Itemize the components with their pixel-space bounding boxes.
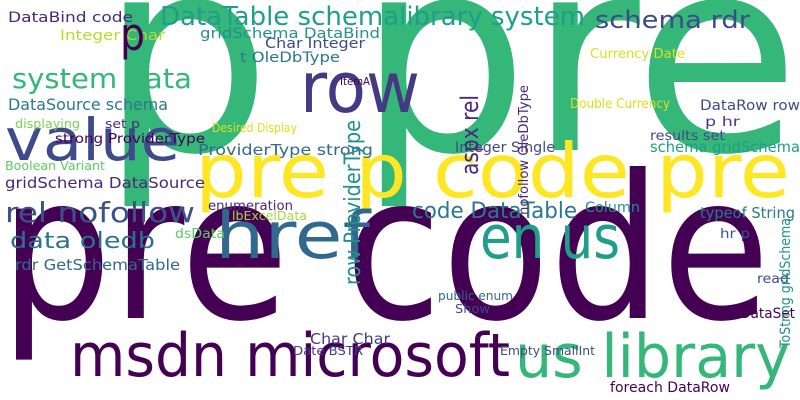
word: results set (650, 129, 725, 144)
word: DataSet (740, 306, 795, 322)
word: gridSchema DataSource (5, 174, 205, 192)
word: schema gridSchema (650, 138, 800, 156)
word: p (120, 8, 145, 61)
word: gridSchema DataBind (200, 26, 380, 42)
word: Double Currency (570, 97, 670, 112)
word: lbExcelData (232, 209, 307, 223)
word: code DataTable (412, 199, 577, 224)
word: read (757, 272, 789, 287)
word: rdr GetSchemaTable (15, 256, 180, 274)
word: foreach DataRow (610, 380, 730, 396)
word: Show (455, 302, 490, 316)
word: Char Char (310, 330, 391, 348)
word: ProviderType strong (198, 141, 373, 159)
word: DataTable schemalibrary system (160, 2, 585, 32)
word: rel nofollow (5, 196, 195, 229)
word: Integer Single (455, 140, 555, 156)
word: schema rdr (595, 6, 750, 34)
word: Char Integer (265, 36, 365, 52)
word: set p (105, 117, 140, 131)
word: typeof String (700, 204, 795, 222)
word: Date BSTR (293, 344, 363, 358)
word: dsData (175, 227, 225, 242)
word: system data (12, 62, 192, 95)
word: enumeration (208, 199, 293, 214)
word: Desired Display (212, 121, 297, 135)
word: p pre (100, 0, 800, 214)
word: row ProviderType (341, 120, 366, 285)
word: hr p (720, 227, 750, 242)
word: strong ProviderType (55, 132, 205, 147)
word: ItemA (340, 75, 370, 88)
word: aspx rel (456, 95, 484, 175)
word: t OleDbType (240, 50, 340, 66)
word: row (300, 47, 420, 129)
word: href (215, 199, 373, 274)
word: value (5, 106, 180, 174)
word: Integer Char (60, 28, 165, 44)
word: Boolean Variant (5, 159, 105, 173)
word: en us (480, 203, 620, 273)
word: displaying (15, 117, 80, 131)
word: pre p code pre (195, 127, 790, 215)
word: Currency Date (590, 47, 685, 62)
word: public enum (438, 289, 513, 303)
word: Empty SmallInt (500, 344, 595, 358)
word: DataRow row (700, 98, 800, 114)
word: DataSource schema (8, 95, 168, 114)
word: Column (585, 200, 640, 216)
word: pre code (0, 133, 770, 366)
word: us library (515, 322, 790, 392)
word: nofollow OleDbType (517, 85, 532, 215)
word: DataBind code (8, 10, 133, 26)
word: ToString gridSchema (778, 218, 794, 349)
word: data oledb (10, 229, 155, 254)
word: msdn microsoft (70, 321, 510, 391)
word: p hr (705, 115, 741, 130)
